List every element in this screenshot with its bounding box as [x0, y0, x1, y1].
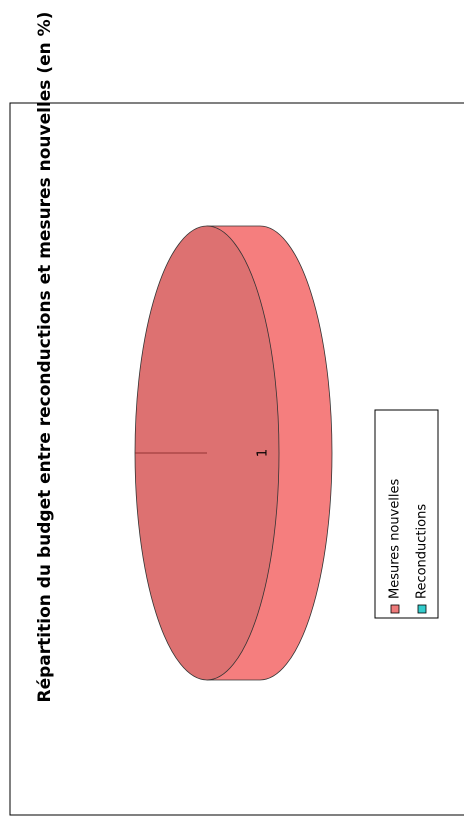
legend-swatch	[417, 604, 427, 614]
rotated-chart: Répartition du budget entre reconduction…	[9, 12, 464, 816]
legend-swatch	[390, 604, 400, 614]
chart-title: Répartition du budget entre reconduction…	[35, 12, 55, 703]
legend-label: Reconductions	[415, 504, 430, 599]
plot-border	[9, 102, 464, 816]
legend-label: Mesures nouvelles	[388, 478, 403, 599]
legend-box	[374, 409, 439, 619]
data-label: 1	[256, 449, 271, 457]
